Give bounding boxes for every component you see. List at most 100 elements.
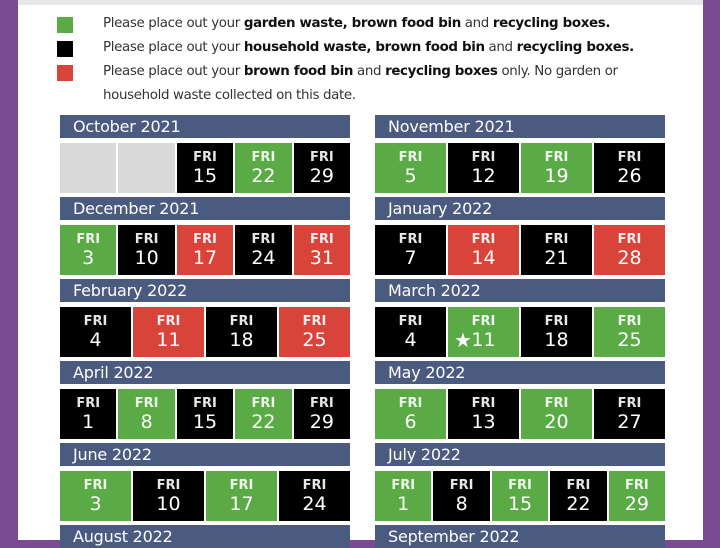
day-number: 6 <box>404 410 417 433</box>
day-label: FRI <box>193 149 217 165</box>
collection-day-green: FRI 8 <box>118 389 175 439</box>
day-label: FRI <box>83 313 108 329</box>
day-label: FRI <box>302 477 327 493</box>
day-number: 18 <box>229 328 254 351</box>
collection-day-empty <box>60 143 117 193</box>
day-label: FRI <box>76 231 101 247</box>
collection-day-black: FRI 4 <box>60 307 131 357</box>
month-header: April 2022 <box>60 361 350 384</box>
collection-day-green: FRI 3 <box>60 225 117 275</box>
day-label: FRI <box>544 395 569 411</box>
day-number: 29 <box>624 492 649 515</box>
day-label: FRI <box>193 395 217 411</box>
collection-day-green: FRI 11 ★ <box>448 307 519 357</box>
day-number: 15 <box>507 492 533 515</box>
day-number: 8 <box>140 410 153 433</box>
collection-day-black: FRI 12 <box>448 143 519 193</box>
collection-day-black: FRI 10 <box>133 471 204 521</box>
collection-day-black: FRI 8 <box>433 471 490 521</box>
month-header: May 2022 <box>375 361 665 384</box>
day-number: 8 <box>455 492 468 515</box>
legend-swatch-red <box>57 65 73 81</box>
legend-text-part: Please place out your <box>103 16 244 31</box>
day-label: FRI <box>398 149 423 165</box>
month-header: January 2022 <box>375 197 665 220</box>
legend-text-part: Please place out your <box>103 64 244 79</box>
day-label: FRI <box>544 231 569 247</box>
day-number: 15 <box>192 164 218 187</box>
legend-text-part: and <box>353 64 386 79</box>
month-days: FRI 4 FRI 11 ★ FRI 18 FRI 25 <box>375 307 665 357</box>
collection-day-red: FRI 25 <box>279 307 350 357</box>
day-number: 28 <box>617 246 642 269</box>
legend-swatch-black <box>57 41 73 57</box>
day-number: 1 <box>82 410 95 433</box>
month-header: June 2022 <box>60 443 350 466</box>
day-label: FRI <box>566 477 591 493</box>
day-number: 13 <box>471 410 496 433</box>
collection-day-black: FRI 27 <box>594 389 665 439</box>
collection-day-black: FRI 4 <box>375 307 446 357</box>
month-january-2022: January 2022 FRI 7 FRI 14 FRI 21 FRI 28 <box>375 197 665 275</box>
day-label: FRI <box>544 313 569 329</box>
month-days: FRI 1 FRI 8 FRI 15 FRI 22 FRI 29 <box>60 389 351 439</box>
day-number: 11 <box>471 328 496 351</box>
month-days: FRI 5 FRI 12 FRI 19 FRI 26 <box>375 143 665 193</box>
collection-day-black: FRI 13 <box>448 389 519 439</box>
month-days: FRI 1 FRI 8 FRI 15 FRI 22 FRI 29 <box>375 471 666 521</box>
day-label: FRI <box>624 477 649 493</box>
day-label: FRI <box>617 231 642 247</box>
star-icon: ★ <box>454 328 472 352</box>
collection-day-red: FRI 11 <box>133 307 204 357</box>
day-number: 26 <box>617 164 642 187</box>
day-number: 4 <box>89 328 102 351</box>
day-number: 24 <box>302 492 327 515</box>
month-header: July 2022 <box>375 443 665 466</box>
day-number: 25 <box>302 328 327 351</box>
day-number: 11 <box>156 328 181 351</box>
collection-day-green: FRI 22 <box>235 143 292 193</box>
collection-day-black: FRI 7 <box>375 225 446 275</box>
day-label: FRI <box>471 231 496 247</box>
month-march-2022: March 2022 FRI 4 FRI 11 ★ FRI 18 FRI 25 <box>375 279 665 357</box>
day-label: FRI <box>544 149 569 165</box>
collection-day-black: FRI 26 <box>594 143 665 193</box>
day-label: FRI <box>398 231 423 247</box>
collection-day-red: FRI 17 <box>176 225 234 275</box>
day-number: 29 <box>309 164 334 187</box>
day-number: 27 <box>617 410 642 433</box>
collection-day-black: FRI 24 <box>235 225 292 275</box>
collection-day-black: FRI 15 <box>176 143 234 193</box>
day-label: FRI <box>398 395 423 411</box>
month-july-2022: July 2022 FRI 1 FRI 8 FRI 15 FRI 22 FRI 29 <box>375 443 666 521</box>
collection-day-green: FRI 17 <box>206 471 277 521</box>
day-number: 29 <box>309 410 334 433</box>
month-header: September 2022 <box>375 525 665 548</box>
month-april-2022: April 2022 FRI 1 FRI 8 FRI 15 FRI 22 FRI 29 <box>60 361 351 439</box>
month-header: December 2021 <box>60 197 350 220</box>
day-label: FRI <box>83 477 108 493</box>
day-number: 15 <box>192 410 218 433</box>
collection-day-black: FRI 18 <box>206 307 277 357</box>
collection-day-green: FRI 1 <box>375 471 432 521</box>
collection-day-green: FRI 29 <box>608 471 666 521</box>
day-label: FRI <box>302 313 327 329</box>
day-number: 7 <box>404 246 417 269</box>
legend-text-line2: household waste collected on this date. <box>103 88 356 103</box>
day-number: 31 <box>309 246 334 269</box>
legend-text: Please place out your brown food bin and… <box>103 60 618 108</box>
collection-day-black: FRI 21 <box>521 225 592 275</box>
day-label: FRI <box>617 395 642 411</box>
day-number: 17 <box>192 246 218 269</box>
collection-day-green: FRI 19 <box>521 143 592 193</box>
day-number: 1 <box>397 492 410 515</box>
month-header: February 2022 <box>60 279 350 302</box>
collection-day-black: FRI 24 <box>279 471 350 521</box>
day-label: FRI <box>156 313 181 329</box>
collection-day-green: FRI 15 <box>491 471 549 521</box>
day-label: FRI <box>398 313 423 329</box>
day-label: FRI <box>229 477 254 493</box>
collection-day-green: FRI 25 <box>594 307 665 357</box>
day-number: 20 <box>544 410 569 433</box>
legend-text: Please place out your garden waste, brow… <box>103 12 610 36</box>
